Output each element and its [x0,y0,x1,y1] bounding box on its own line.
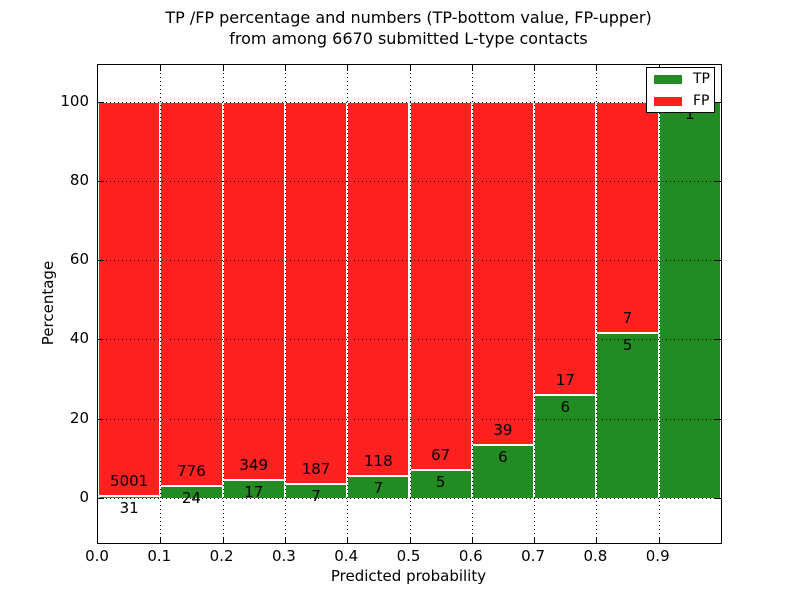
fp-count-label-2: 349 [239,455,269,474]
x-tick-label-0.2: 0.2 [209,547,234,565]
x-tick-bottom-5 [409,537,411,543]
bar-segment-tp-9 [658,101,721,498]
bar-segment-fp-6 [471,101,535,446]
y-tick-label-0: 0 [79,488,89,506]
tp-count-label-0: 31 [119,498,139,517]
x-tick-bottom-7 [534,537,536,543]
bar-segment-fp-2 [222,101,285,480]
gridline-x-0.8 [596,65,598,543]
y-tick-left-60 [98,260,104,262]
fp-count-label-6: 39 [493,421,513,440]
y-tick-left-100 [98,101,104,103]
gridline-x-0.4 [347,65,349,543]
legend: TP FP [646,67,715,113]
legend-item-fp: FP [647,90,714,112]
fp-count-label-0: 5001 [110,471,149,490]
tp-count-label-5: 5 [435,473,446,492]
x-tick-bottom-6 [471,537,473,543]
x-tick-bottom-9 [658,537,660,543]
y-tick-left-20 [98,418,104,420]
gridline-x-0.2 [222,65,224,543]
x-tick-label-0.3: 0.3 [271,547,296,565]
gridline-x-0.9 [658,65,660,543]
x-tick-bottom-1 [160,537,162,543]
bar-segment-tp-8 [596,332,659,498]
gridline-x-0.3 [284,65,286,543]
x-tick-top-2 [222,65,224,71]
x-tick-label-0.7: 0.7 [521,547,546,565]
legend-label-fp: FP [693,93,710,109]
gridline-x-0.6 [471,65,473,543]
x-tick-top-6 [471,65,473,71]
y-tick-right-80 [715,180,721,182]
x-tick-top-8 [596,65,598,71]
x-tick-top-4 [347,65,349,71]
bar-segment-fp-3 [284,101,348,484]
gridline-x-0.7 [534,65,536,543]
tp-count-label-6: 6 [498,448,508,467]
tp-count-label-2: 17 [244,482,264,501]
plot-area: 5001 31 776 24 349 17 187 7 118 7 67 5 39 6 17 6 7 5 1 [97,64,722,544]
tp-count-label-8: 5 [622,335,633,354]
x-tick-label-0.8: 0.8 [583,547,608,565]
tp-count-label-1: 24 [181,489,201,508]
y-tick-right-0 [715,498,721,499]
tp-count-label-3: 7 [311,486,321,505]
bar-segment-tp-5 [409,470,472,498]
y-tick-left-80 [98,180,104,182]
bar-segment-fp-5 [409,101,472,471]
fp-count-label-8: 7 [622,308,633,327]
chart-title: TP /FP percentage and numbers (TP-bottom… [97,7,720,49]
x-tick-label-0.6: 0.6 [458,547,483,565]
gridline-x-0.5 [409,65,411,543]
y-tick-label-100: 100 [60,91,89,110]
x-tick-label-0.4: 0.4 [334,547,359,565]
y-tick-label-80: 80 [69,170,89,189]
x-tick-bottom-3 [284,537,286,543]
bar-segment-fp-1 [160,101,223,487]
x-tick-label-0.1: 0.1 [147,547,172,565]
y-tick-right-40 [715,339,721,341]
x-tick-top-5 [409,65,411,71]
x-tick-top-7 [534,65,536,71]
tp-count-label-4: 7 [373,478,384,497]
fp-count-label-3: 187 [301,459,331,478]
fp-count-label-4: 118 [364,451,393,470]
y-tick-right-100 [715,101,721,103]
bar-segment-tp-0 [98,495,161,498]
chart-title-line2: from among 6670 submitted L-type contact… [229,29,588,48]
x-tick-label-0.5: 0.5 [396,547,421,565]
tp-count-label-7: 6 [560,397,571,416]
x-tick-label-0.0: 0.0 [85,547,109,565]
fp-count-label-1: 776 [177,462,206,481]
y-tick-left-0 [98,498,104,499]
chart-title-line1: TP /FP percentage and numbers (TP-bottom… [165,8,652,27]
fp-color-swatch [654,96,682,106]
legend-label-tp: TP [693,71,710,87]
y-tick-right-20 [715,418,721,420]
y-tick-right-60 [715,260,721,262]
y-tick-label-40: 40 [69,329,89,348]
x-tick-bottom-2 [222,537,224,543]
x-tick-top-3 [284,65,286,71]
x-tick-bottom-4 [347,537,349,543]
legend-item-tp: TP [647,68,714,90]
x-tick-label-0.9: 0.9 [645,547,670,565]
tp-count-label-9: 1 [685,104,695,123]
fp-count-label-7: 17 [555,370,575,389]
y-tick-label-20: 20 [69,408,89,427]
tp-color-swatch [654,74,682,84]
bar-segment-tp-7 [534,394,597,498]
gridline-x-0.1 [160,65,162,543]
bar-segment-fp-8 [596,101,659,333]
fp-count-label-5: 67 [431,446,451,465]
x-tick-top-1 [160,65,162,71]
y-tick-label-60: 60 [69,250,89,269]
bar-segment-fp-0 [98,101,161,496]
x-tick-bottom-8 [596,537,598,543]
bar-segment-fp-7 [534,101,597,395]
y-tick-left-40 [98,339,104,341]
x-axis-label: Predicted probability [330,567,487,585]
